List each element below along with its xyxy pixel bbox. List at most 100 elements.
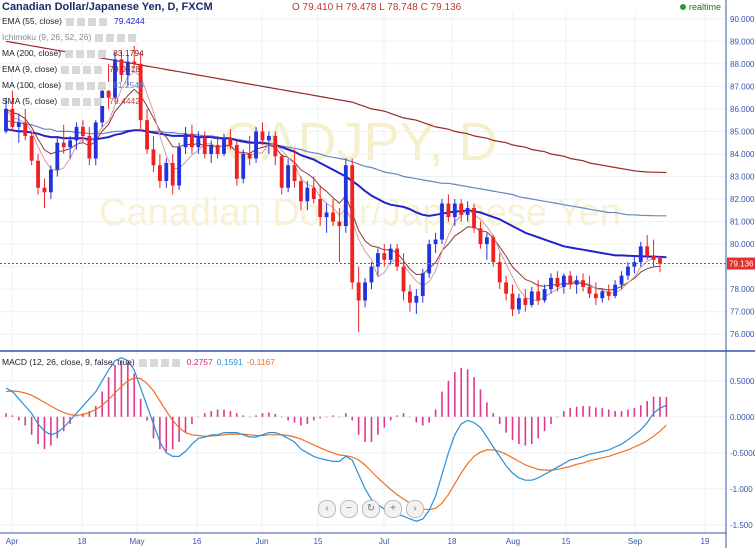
- macd-hist-bar: [62, 416, 65, 432]
- macd-tick-label: -1.500: [730, 521, 753, 530]
- macd-hist-bar: [479, 389, 482, 417]
- candle: [337, 208, 342, 263]
- candle-body: [542, 289, 547, 301]
- candle-body: [228, 138, 233, 145]
- price-tick-label: 83.000: [730, 172, 755, 181]
- candle-body: [408, 291, 412, 303]
- macd-hist-bar: [139, 398, 142, 417]
- macd-hist-bar: [287, 416, 289, 421]
- time-tick-label: May: [129, 537, 144, 546]
- candle: [658, 255, 662, 273]
- candle-body: [510, 293, 515, 310]
- macd-hist-bar: [575, 406, 578, 417]
- candle-body: [81, 126, 85, 136]
- macd-hist-bar: [389, 416, 392, 421]
- minus-icon[interactable]: −: [340, 500, 358, 518]
- price-tick-label: 81.000: [730, 218, 755, 227]
- candle-body: [549, 277, 553, 290]
- zoom-controls: ‹ − ↻ + ›: [318, 500, 424, 518]
- chevron-left-icon[interactable]: ‹: [318, 500, 336, 518]
- time-tick-label: 15: [314, 537, 323, 546]
- indicator-buttons-icon[interactable]: [65, 81, 110, 90]
- macd-hist-bar: [614, 411, 616, 417]
- candle: [369, 262, 374, 290]
- candle-body: [305, 187, 310, 202]
- macd-hist-bar: [319, 416, 321, 419]
- candle-body: [497, 262, 502, 283]
- chevron-right-icon[interactable]: ›: [406, 500, 424, 518]
- watermark-name: Canadian Dollar/Japanese Yen: [99, 192, 621, 234]
- macd-hist-bar: [197, 416, 200, 418]
- candle-body: [324, 212, 329, 218]
- macd-hist-bar: [184, 416, 187, 433]
- candle: [324, 203, 329, 233]
- candle-body: [459, 203, 464, 215]
- candle: [465, 201, 470, 222]
- candle: [440, 199, 444, 245]
- candle-body: [42, 187, 47, 193]
- price-tick-label: 80.000: [730, 240, 755, 249]
- candle: [574, 275, 579, 294]
- macd-hist-bar: [434, 409, 437, 417]
- indicator-buttons-icon[interactable]: [61, 97, 106, 106]
- macd-hist-bar: [274, 413, 277, 417]
- candle-body: [106, 90, 111, 98]
- indicator-buttons-icon[interactable]: [66, 17, 110, 26]
- macd-hist-bar: [364, 416, 366, 442]
- candle-body: [157, 165, 162, 181]
- candle-body: [452, 203, 457, 218]
- time-tick-label: Sep: [628, 537, 643, 546]
- macd-hist-bar: [377, 416, 379, 435]
- candle-body: [145, 120, 149, 150]
- candle: [510, 284, 515, 317]
- time-tick-label: Jun: [256, 537, 269, 546]
- macd-legend[interactable]: MACD (12, 26, close, 9, false, true) 0.27…: [2, 357, 275, 367]
- candle-body: [600, 291, 605, 299]
- candle: [504, 275, 509, 301]
- time-tick-label: Aug: [506, 537, 520, 546]
- candle-body: [523, 298, 528, 305]
- candle: [196, 131, 201, 154]
- candle: [10, 90, 15, 132]
- candle: [292, 149, 297, 188]
- indicator-ma200[interactable]: MA (200, close) 83.1794: [2, 48, 144, 58]
- plus-icon[interactable]: +: [384, 500, 402, 518]
- candle: [593, 282, 598, 305]
- indicator-ma100[interactable]: MA (100, close) 81.2546: [2, 80, 144, 90]
- candle: [638, 241, 643, 267]
- indicator-ichimoku[interactable]: Ichimoku (9, 26, 52, 26): [2, 32, 140, 42]
- indicator-buttons-icon[interactable]: [61, 65, 106, 74]
- indicator-ema55[interactable]: EMA (55, close) 79.4244: [2, 16, 145, 26]
- candle: [183, 126, 188, 154]
- indicator-sma5[interactable]: SMA (5, close) 79.4442: [2, 96, 140, 106]
- indicator-ema9[interactable]: EMA (9, close) 79.0518: [2, 64, 140, 74]
- candle-body: [433, 239, 438, 245]
- indicator-buttons-icon[interactable]: [95, 33, 140, 42]
- time-tick-label: 18: [448, 537, 457, 546]
- candle: [356, 266, 361, 332]
- candle: [68, 135, 73, 159]
- macd-hist-bar: [133, 373, 136, 417]
- candle-body: [395, 248, 400, 267]
- macd-hist-bar: [569, 408, 572, 417]
- macd-hist-bar: [421, 416, 424, 426]
- macd-hist-bar: [107, 377, 110, 417]
- candle: [446, 194, 451, 222]
- macd-hist-bar: [370, 416, 373, 442]
- candle: [626, 262, 630, 281]
- candle: [401, 253, 406, 301]
- indicator-buttons-icon[interactable]: [138, 358, 183, 367]
- macd-hist-bar: [409, 416, 411, 418]
- candle-body: [484, 237, 489, 245]
- candle: [600, 289, 605, 303]
- candle-body: [164, 162, 169, 181]
- candle-body: [420, 273, 425, 296]
- macd-hist-bar: [383, 416, 386, 428]
- reset-icon[interactable]: ↻: [362, 500, 380, 518]
- indicator-value: 79.4442: [109, 96, 141, 106]
- candle: [125, 54, 130, 87]
- indicator-buttons-icon[interactable]: [65, 49, 110, 58]
- macd-hist-bar: [37, 416, 39, 445]
- macd-hist-bar: [447, 380, 450, 417]
